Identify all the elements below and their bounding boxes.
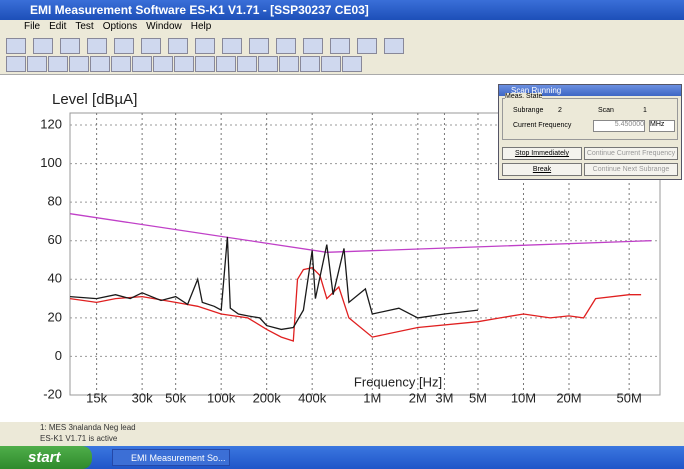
tool-button[interactable]	[27, 56, 47, 72]
x-tick-label: 50k	[165, 390, 186, 405]
toolbar	[0, 34, 684, 75]
y-tick-label: 60	[48, 232, 62, 247]
y-tick-label: 0	[55, 348, 62, 363]
series-line	[69, 213, 652, 253]
menu-item[interactable]: Options	[102, 21, 138, 32]
x-tick-label: 3M	[435, 390, 453, 405]
tool-button[interactable]	[141, 38, 161, 54]
label: Subrange	[513, 107, 544, 114]
menu-item[interactable]: Test	[75, 21, 94, 32]
tool-button[interactable]	[195, 38, 215, 54]
taskbar: start EMI Measurement So...	[0, 446, 684, 469]
series-line	[69, 236, 479, 331]
x-tick-label: 200k	[253, 390, 282, 405]
x-tick-label: 15k	[86, 390, 107, 405]
tool-button[interactable]	[195, 56, 215, 72]
tool-button[interactable]	[90, 56, 110, 72]
tool-button[interactable]	[48, 56, 68, 72]
tool-button[interactable]	[111, 56, 131, 72]
y-tick-label: 120	[40, 116, 62, 131]
task-button[interactable]: EMI Measurement So...	[112, 449, 230, 466]
status-text: 1: MES 3nalanda Neg lead	[40, 423, 136, 432]
button[interactable]: Continue Next Subrange	[584, 163, 678, 176]
button[interactable]: Break	[502, 163, 582, 176]
tool-button[interactable]	[300, 56, 320, 72]
tool-button[interactable]	[258, 56, 278, 72]
group-box: Meas. State Subrange 2 Scan 1 Current Fr…	[502, 93, 678, 140]
x-axis-label: Frequency [Hz]	[354, 374, 442, 389]
tool-button[interactable]	[303, 38, 323, 54]
y-tick-label: 100	[40, 155, 62, 170]
y-tick-label: 80	[48, 194, 62, 209]
tool-button[interactable]	[216, 56, 236, 72]
frequency-field: 5.450000	[593, 120, 645, 132]
start-button[interactable]: start	[0, 446, 92, 469]
x-tick-label: 5M	[469, 390, 487, 405]
menu-item[interactable]: Edit	[49, 21, 67, 32]
tool-button[interactable]	[132, 56, 152, 72]
tool-button[interactable]	[174, 56, 194, 72]
tool-button[interactable]	[87, 38, 107, 54]
tool-button[interactable]	[6, 38, 26, 54]
status-bar: 1: MES 3nalanda Neg lead ES-K1 V1.71 is …	[0, 422, 684, 446]
x-tick-label: 50M	[616, 390, 641, 405]
x-tick-label: 30k	[132, 390, 153, 405]
tool-button[interactable]	[69, 56, 89, 72]
menu-bar: File Edit Test Options Window Help	[0, 20, 684, 34]
y-axis-label: Level [dBµA]	[52, 91, 137, 108]
title-bar: EMI Measurement Software ES-K1 V1.71 - […	[0, 0, 684, 20]
tool-button[interactable]	[6, 56, 26, 72]
tool-button[interactable]	[114, 38, 134, 54]
status-text: ES-K1 V1.71 is active	[40, 434, 118, 443]
button[interactable]: Stop Immediately	[502, 147, 582, 160]
tool-button[interactable]	[321, 56, 341, 72]
x-tick-label: 10M	[511, 390, 536, 405]
tool-button[interactable]	[168, 38, 188, 54]
x-tick-label: 100k	[207, 390, 236, 405]
tool-button[interactable]	[33, 38, 53, 54]
group-label: Meas. State	[505, 93, 543, 100]
x-tick-label: 400k	[298, 390, 327, 405]
tool-button[interactable]	[330, 38, 350, 54]
tool-button[interactable]	[237, 56, 257, 72]
unit-field[interactable]: MHz	[649, 120, 675, 132]
x-tick-label: 2M	[409, 390, 427, 405]
label: Current Frequency	[513, 122, 572, 129]
label: Scan	[598, 107, 614, 114]
button[interactable]: Continue Current Frequency	[584, 147, 678, 160]
menu-item[interactable]: File	[24, 21, 41, 32]
scan-dialog: Scan Running Meas. State Subrange 2 Scan…	[498, 84, 682, 180]
value: 1	[643, 107, 647, 114]
tool-button[interactable]	[276, 38, 296, 54]
y-tick-label: 40	[48, 271, 62, 286]
y-tick-label: 20	[48, 309, 62, 324]
menu-item[interactable]: Window	[146, 21, 182, 32]
y-tick-label: -20	[43, 386, 62, 401]
tool-button[interactable]	[279, 56, 299, 72]
dialog-title: Scan Running	[499, 85, 681, 96]
tool-button[interactable]	[357, 38, 377, 54]
tool-button[interactable]	[249, 38, 269, 54]
value: 2	[558, 107, 562, 114]
x-tick-label: 20M	[556, 390, 581, 405]
menu-item[interactable]: Help	[190, 21, 212, 32]
tool-button[interactable]	[342, 56, 362, 72]
tool-button[interactable]	[384, 38, 404, 54]
tool-button[interactable]	[222, 38, 242, 54]
x-tick-label: 1M	[363, 390, 381, 405]
tool-button[interactable]	[153, 56, 173, 72]
tool-button[interactable]	[60, 38, 80, 54]
